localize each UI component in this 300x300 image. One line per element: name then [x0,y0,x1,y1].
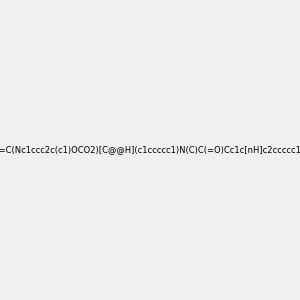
Text: O=C(Nc1ccc2c(c1)OCO2)[C@@H](c1ccccc1)N(C)C(=O)Cc1c[nH]c2ccccc12: O=C(Nc1ccc2c(c1)OCO2)[C@@H](c1ccccc1)N(C… [0,146,300,154]
